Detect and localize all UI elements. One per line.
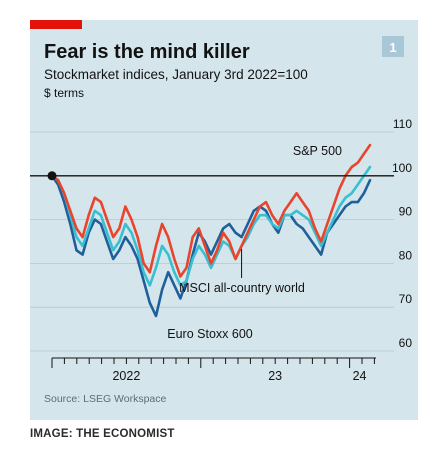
chart-subtitle: Stockmarket indices, January 3rd 2022=10… — [44, 67, 308, 82]
series-line-0 — [50, 143, 372, 278]
series-label-stoxx: Euro Stoxx 600 — [167, 327, 253, 341]
y-tick-label: 90 — [399, 205, 413, 219]
chart-source: Source: LSEG Workspace — [44, 393, 167, 405]
reference-line-layer — [30, 171, 394, 181]
x-tick-label: 24 — [353, 369, 367, 383]
chart-title: Fear is the mind killer — [44, 41, 250, 63]
chart-number-badge-label: 1 — [389, 40, 396, 55]
y-tick-label: 60 — [399, 336, 413, 350]
series-label-msci: MSCI all-country world — [179, 281, 305, 295]
chart-unit-label: $ terms — [44, 86, 84, 100]
y-axis: 60 70 80 90 100 110 — [392, 117, 412, 350]
reference-start-dot — [47, 171, 57, 181]
series-line-1 — [50, 165, 372, 287]
y-tick-label: 80 — [399, 248, 413, 262]
y-tick-label: 70 — [399, 292, 413, 306]
y-tick-label: 110 — [393, 117, 412, 131]
chart-figure: 1 Fear is the mind killer Stockmarket in… — [30, 20, 418, 420]
series-label-sp500: S&P 500 — [293, 144, 342, 158]
series-lines — [50, 143, 372, 318]
series-line-2 — [50, 174, 372, 318]
x-tick-label: 2022 — [112, 369, 140, 383]
image-credit: IMAGE: THE ECONOMIST — [30, 428, 175, 440]
x-tick-label: 23 — [268, 369, 282, 383]
line-chart: 1 Fear is the mind killer Stockmarket in… — [30, 20, 418, 420]
x-axis: 2022 23 24 — [51, 357, 376, 383]
accent-bar — [30, 20, 82, 29]
chart-number-badge — [382, 36, 404, 57]
y-tick-label: 100 — [392, 161, 412, 175]
series-labels: S&P 500 MSCI all-country world Euro Stoxx … — [167, 144, 342, 341]
